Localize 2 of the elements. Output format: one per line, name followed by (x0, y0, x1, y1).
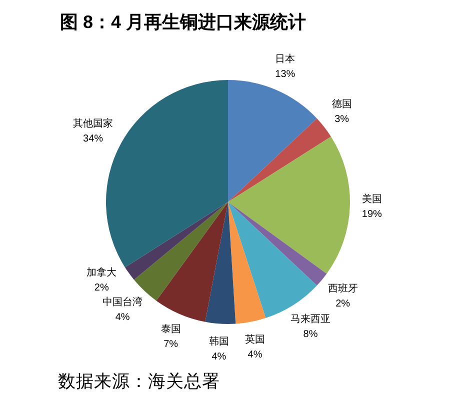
annotation: 数据来源：海关总署 (58, 371, 220, 391)
title: 图 8：4 月再生铜进口来源统计 (60, 12, 306, 32)
